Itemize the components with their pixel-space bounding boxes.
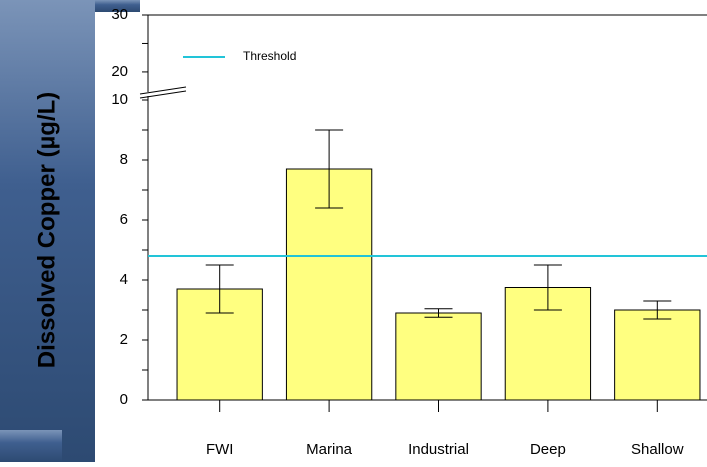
x-tick-label: Marina (306, 441, 353, 458)
legend-label: Threshold (243, 49, 296, 63)
y-tick-label: 4 (120, 271, 128, 288)
y-axis-label: Dissolved Copper (µg/L) (33, 92, 60, 369)
y-tick-label: 30 (111, 6, 128, 23)
error-bar (205, 264, 234, 314)
error-bar (643, 300, 672, 320)
y-tick-label: 10 (111, 91, 128, 108)
sea-background (0, 430, 62, 462)
x-tick-label: FWI (206, 441, 234, 458)
y-tick-label: 8 (120, 151, 128, 168)
sea-background (95, 0, 140, 12)
sea-background (0, 0, 95, 462)
bar (614, 309, 701, 401)
y-tick-label: 0 (120, 391, 128, 408)
axis-break (139, 90, 187, 99)
x-tick-label: Shallow (631, 441, 684, 458)
y-tick-label: 20 (111, 63, 128, 80)
y-tick-label: 6 (120, 211, 128, 228)
error-bar (424, 308, 453, 318)
error-bar (533, 264, 562, 311)
x-tick-label: Industrial (408, 441, 469, 458)
axis-break (139, 86, 187, 95)
y-tick-label: 2 (120, 331, 128, 348)
bar (395, 312, 482, 401)
x-tick-label: Deep (530, 441, 566, 458)
error-bar (315, 129, 344, 209)
